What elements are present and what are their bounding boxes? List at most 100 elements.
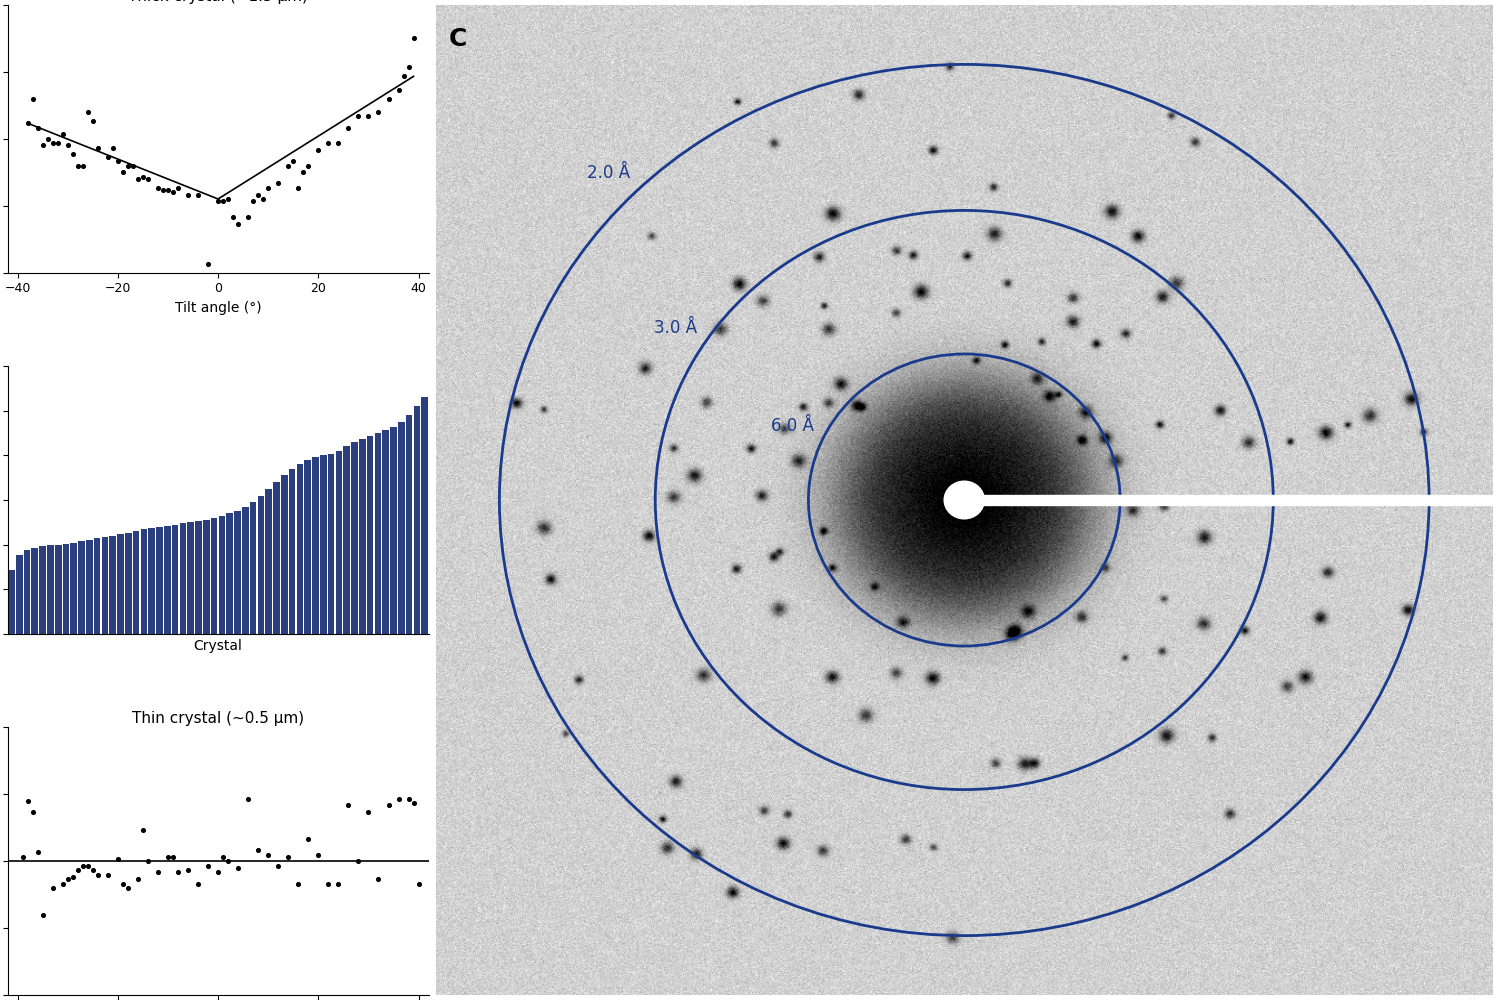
- Bar: [226, 513, 232, 723]
- Point: [111, 876, 135, 892]
- Point: [160, 184, 184, 200]
- Bar: [141, 529, 147, 723]
- Point: [406, 876, 430, 892]
- Bar: [219, 516, 225, 723]
- Bar: [110, 536, 116, 723]
- Point: [392, 68, 416, 84]
- Point: [40, 880, 64, 896]
- Point: [246, 187, 270, 203]
- Point: [122, 158, 146, 174]
- Point: [152, 182, 176, 198]
- Bar: [202, 520, 210, 723]
- Point: [166, 180, 190, 196]
- Text: 6.0 Å: 6.0 Å: [771, 417, 814, 435]
- Point: [196, 256, 220, 272]
- Point: [60, 146, 84, 162]
- Bar: [94, 538, 100, 723]
- Point: [56, 871, 80, 887]
- Point: [242, 193, 266, 209]
- Point: [376, 91, 400, 107]
- Point: [26, 120, 50, 136]
- Bar: [297, 464, 303, 723]
- Point: [136, 171, 160, 187]
- Point: [282, 153, 306, 169]
- Bar: [290, 469, 296, 723]
- Bar: [211, 518, 217, 723]
- Point: [336, 120, 360, 136]
- Point: [36, 131, 60, 147]
- Circle shape: [944, 481, 984, 519]
- Point: [81, 862, 105, 878]
- Title: Thin crystal (~0.5 μm): Thin crystal (~0.5 μm): [132, 711, 304, 726]
- Point: [346, 108, 370, 124]
- Point: [211, 849, 236, 865]
- Bar: [344, 446, 350, 723]
- Point: [126, 171, 150, 187]
- Point: [256, 847, 280, 863]
- Point: [160, 849, 184, 865]
- Point: [106, 851, 130, 867]
- Bar: [195, 521, 202, 723]
- Bar: [406, 415, 412, 723]
- Point: [306, 142, 330, 158]
- Bar: [320, 455, 327, 723]
- Point: [60, 869, 84, 885]
- Bar: [134, 531, 140, 723]
- Bar: [39, 546, 46, 723]
- Bar: [156, 527, 164, 723]
- Bar: [234, 511, 242, 723]
- Point: [100, 140, 124, 156]
- Point: [156, 182, 180, 198]
- Point: [366, 104, 390, 120]
- Point: [291, 164, 315, 180]
- Point: [75, 858, 99, 874]
- Point: [357, 804, 381, 820]
- Point: [396, 59, 420, 75]
- Bar: [86, 540, 93, 723]
- Point: [206, 864, 230, 880]
- Title: Thick crystal (~1.5 μm): Thick crystal (~1.5 μm): [128, 0, 308, 4]
- Point: [236, 791, 260, 807]
- Point: [186, 187, 210, 203]
- Point: [297, 831, 321, 847]
- Point: [126, 871, 150, 887]
- Point: [387, 82, 411, 98]
- Bar: [102, 537, 108, 723]
- Point: [30, 137, 54, 153]
- X-axis label: Tilt angle (°): Tilt angle (°): [174, 301, 261, 315]
- Point: [136, 853, 160, 869]
- Bar: [258, 496, 264, 723]
- Point: [186, 876, 210, 892]
- Bar: [56, 545, 62, 723]
- Point: [216, 853, 240, 869]
- Point: [266, 858, 290, 874]
- Point: [396, 791, 420, 807]
- Bar: [312, 457, 320, 723]
- Point: [70, 158, 94, 174]
- Point: [116, 880, 140, 896]
- Point: [70, 858, 94, 874]
- Point: [81, 113, 105, 129]
- Bar: [273, 482, 280, 723]
- Bar: [375, 433, 381, 723]
- Point: [45, 135, 69, 151]
- Point: [327, 876, 351, 892]
- Point: [156, 849, 180, 865]
- Bar: [8, 570, 15, 723]
- Point: [266, 175, 290, 191]
- Bar: [124, 533, 132, 723]
- Point: [96, 867, 120, 883]
- Point: [75, 104, 99, 120]
- Point: [226, 860, 251, 876]
- Point: [130, 822, 154, 838]
- Point: [251, 191, 274, 207]
- Bar: [251, 502, 257, 723]
- Point: [21, 91, 45, 107]
- Point: [357, 108, 381, 124]
- Point: [21, 804, 45, 820]
- Point: [402, 30, 426, 46]
- Bar: [188, 522, 194, 723]
- Text: 2.0 Å: 2.0 Å: [586, 164, 630, 182]
- Point: [176, 187, 200, 203]
- Bar: [336, 451, 342, 723]
